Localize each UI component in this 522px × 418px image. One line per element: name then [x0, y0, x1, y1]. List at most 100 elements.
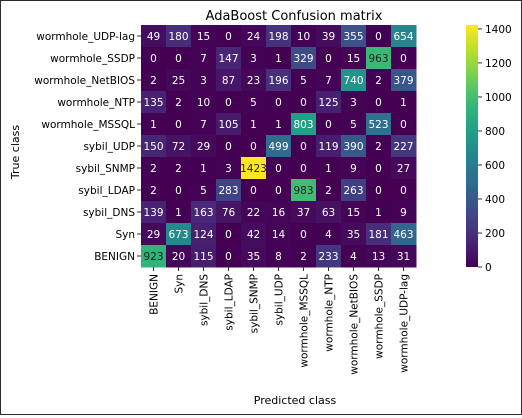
colorbar: 0 200 400 600 800 1000 1200 1400 [466, 24, 512, 274]
x-tick-label: wormhole_MSSQL [299, 274, 311, 368]
cell-value-label: 0 [275, 185, 282, 197]
cell-value-label: 0 [275, 97, 282, 109]
heatmap-cell [191, 157, 217, 180]
cell-value-label: 0 [375, 163, 382, 175]
heatmap-cell [316, 113, 342, 136]
heatmap-cell [266, 91, 292, 114]
heatmap-cell [266, 245, 292, 268]
x-tick-label: sybil_DNS [199, 274, 211, 326]
colorbar-tick-label: 1200 [485, 58, 512, 70]
heatmap-cell [341, 91, 367, 114]
heatmap-cell [141, 69, 167, 92]
heatmap-cell [216, 201, 242, 224]
cell-value-label: 163 [193, 207, 213, 219]
heatmap-cell [241, 201, 267, 224]
heatmap-cell [216, 135, 242, 158]
heatmap-cell [341, 113, 367, 136]
cell-value-label: 5 [300, 75, 307, 87]
heatmap-cell [266, 179, 292, 202]
heatmap-cell [241, 113, 267, 136]
y-tick-label: wormhole_MSSQL [41, 119, 135, 131]
heatmap-cell [266, 135, 292, 158]
heatmap-cell [391, 179, 417, 202]
heatmap-cell [191, 113, 217, 136]
heatmap-cell [191, 201, 217, 224]
heatmap-cell [366, 69, 392, 92]
cell-value-label: 42 [247, 229, 260, 241]
cell-value-label: 180 [168, 31, 188, 43]
cell-value-label: 923 [143, 251, 163, 263]
heatmap-cell [366, 223, 392, 246]
y-tick-labels: wormhole_UDP-lag wormhole_SSDP wormhole_Ne… [34, 31, 141, 263]
cell-value-label: 27 [397, 163, 410, 175]
cell-value-label: 2 [375, 75, 382, 87]
cell-value-label: 379 [393, 75, 413, 87]
heatmap-cell [241, 179, 267, 202]
heatmap-cell [266, 69, 292, 92]
cell-value-label: 2 [175, 97, 182, 109]
heatmap-cell [141, 223, 167, 246]
cell-value-label: 105 [218, 119, 238, 131]
x-tick-label: Syn [174, 274, 186, 294]
cell-value-label: 10 [197, 97, 210, 109]
y-tick-label: wormhole_NetBIOS [34, 75, 135, 87]
cell-value-label: 0 [375, 97, 382, 109]
heatmap-cell [316, 135, 342, 158]
cell-value-label: 390 [343, 141, 363, 153]
x-tick-label: wormhole_SSDP [374, 274, 386, 359]
heatmap-cell [241, 69, 267, 92]
cell-value-label: 4 [325, 229, 332, 241]
x-tick-label: BENIGN [149, 274, 161, 315]
cell-value-label: 135 [143, 97, 163, 109]
x-tick-label: wormhole_NetBIOS [349, 274, 361, 375]
x-tick-labels: BENIGN Syn sybil_DNS sybil_LDAP sybil_SNMP sy… [149, 267, 411, 375]
heatmap-cell [166, 157, 192, 180]
heatmap-cell [391, 69, 417, 92]
heatmap-cell [266, 47, 292, 70]
cell-value-label: 49 [147, 31, 160, 43]
heatmap-cell [341, 135, 367, 158]
colorbar-gradient [466, 25, 478, 267]
cell-value-label: 1 [200, 163, 207, 175]
heatmap-cell [241, 157, 267, 180]
heatmap-cell [391, 223, 417, 246]
heatmap-cell [291, 25, 317, 48]
cell-value-label: 0 [400, 53, 407, 65]
cell-value-label: 654 [393, 31, 413, 43]
y-tick-label: wormhole_UDP-lag [36, 31, 135, 43]
cell-value-label: 263 [343, 185, 363, 197]
cell-value-label: 523 [368, 119, 388, 131]
heatmap-cell [166, 223, 192, 246]
cell-value-label: 22 [247, 207, 260, 219]
cell-value-label: 63 [322, 207, 335, 219]
heatmap-cell [391, 135, 417, 158]
y-tick-label: Syn [115, 229, 135, 241]
cell-value-label: 1 [150, 119, 157, 131]
heatmap-cell [166, 245, 192, 268]
cell-value-label: 196 [268, 75, 288, 87]
heatmap-cell [316, 157, 342, 180]
cell-value-label: 25 [172, 75, 185, 87]
y-tick-label: sybil_UDP [83, 141, 135, 153]
cell-value-label: 673 [168, 229, 188, 241]
cell-value-label: 119 [318, 141, 338, 153]
cell-value-label: 10 [297, 31, 310, 43]
heatmap-cell [316, 223, 342, 246]
heatmap-cell [266, 113, 292, 136]
cell-value-label: 0 [400, 185, 407, 197]
heatmap-cell [216, 223, 242, 246]
heatmap-cell [341, 223, 367, 246]
cell-value-label: 0 [150, 53, 157, 65]
heatmap-cell [141, 47, 167, 70]
cell-value-label: 125 [318, 97, 338, 109]
heatmap-cell [391, 91, 417, 114]
cell-value-label: 2 [375, 141, 382, 153]
cell-value-label: 0 [225, 251, 232, 263]
cell-value-label: 7 [200, 119, 207, 131]
heatmap-cell [266, 25, 292, 48]
heatmap-cell [266, 223, 292, 246]
y-tick-label: BENIGN [94, 251, 135, 263]
heatmap-cell [166, 47, 192, 70]
heatmap-cell [166, 25, 192, 48]
